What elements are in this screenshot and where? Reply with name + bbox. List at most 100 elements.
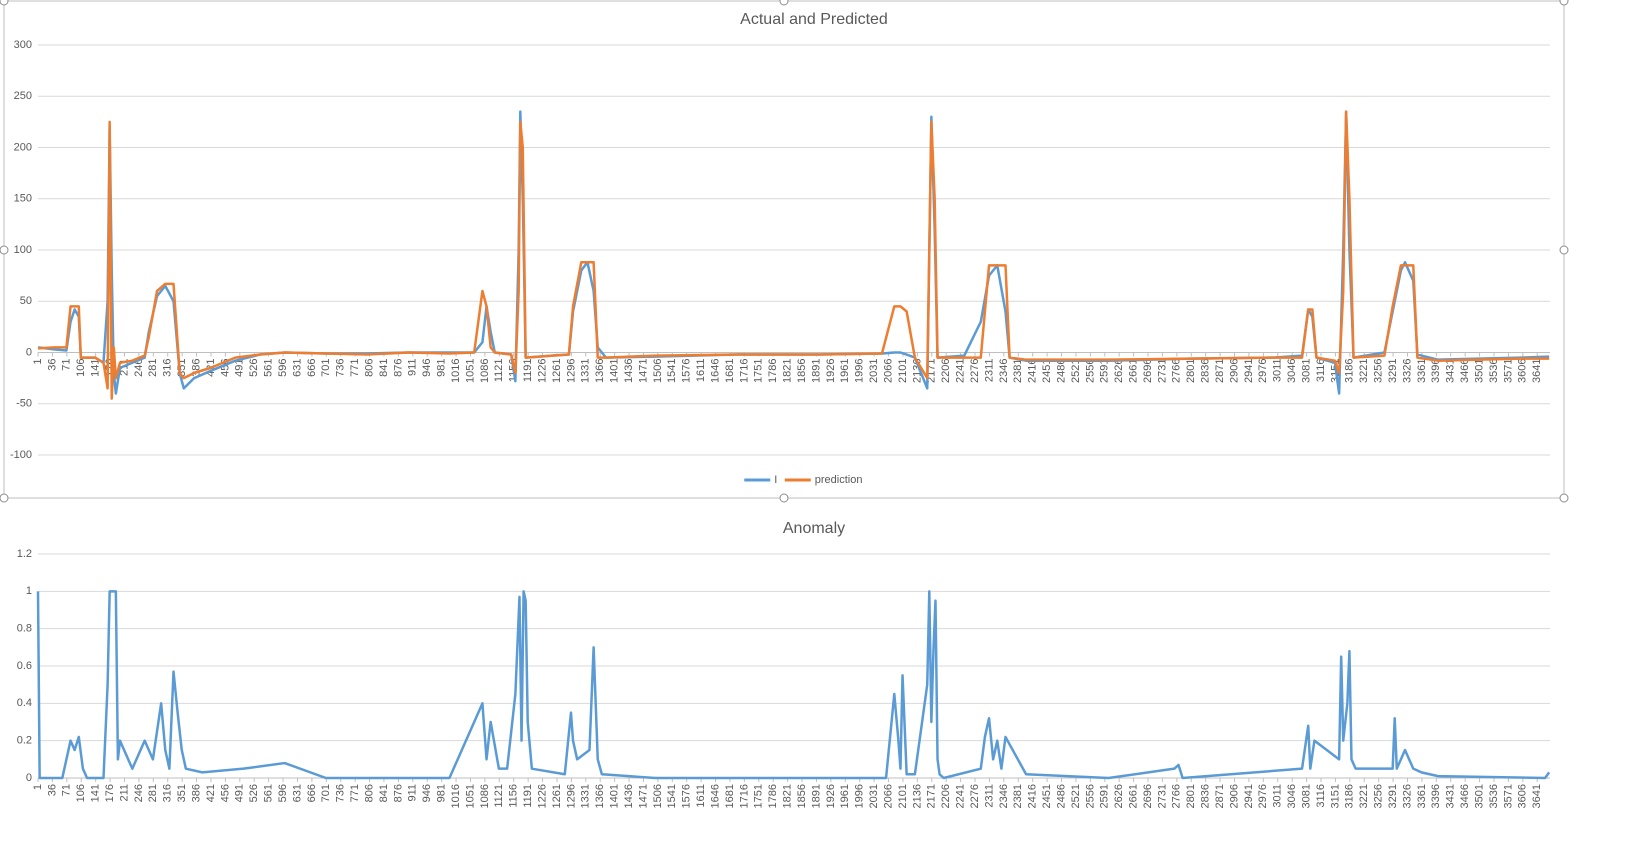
x-tick-label: 2311 bbox=[983, 784, 995, 808]
x-tick-label: 2976 bbox=[1257, 784, 1269, 808]
x-tick-label: 1681 bbox=[724, 784, 736, 808]
x-tick-label: 3641 bbox=[1531, 359, 1543, 383]
y-tick-label: 300 bbox=[14, 39, 32, 51]
x-tick-label: 2451 bbox=[1041, 784, 1053, 808]
x-tick-label: 2206 bbox=[940, 784, 952, 808]
x-tick-label: 3431 bbox=[1445, 784, 1457, 808]
x-tick-label: 2731 bbox=[1156, 359, 1168, 383]
y-tick-label: 200 bbox=[14, 141, 32, 153]
x-tick-label: 246 bbox=[133, 784, 145, 802]
x-tick-label: 2136 bbox=[911, 784, 923, 808]
x-tick-label: 1366 bbox=[594, 784, 606, 808]
x-tick-label: 806 bbox=[363, 784, 375, 802]
y-tick-label: 1.2 bbox=[17, 548, 32, 560]
x-tick-label: 71 bbox=[61, 359, 73, 371]
x-tick-label: 2906 bbox=[1228, 359, 1240, 383]
x-tick-label: 1751 bbox=[753, 359, 765, 383]
x-tick-label: 736 bbox=[335, 359, 347, 377]
x-tick-label: 1 bbox=[32, 359, 44, 365]
legend-label: I bbox=[774, 474, 777, 486]
x-tick-label: 1786 bbox=[767, 784, 779, 808]
x-tick-label: 1926 bbox=[825, 359, 837, 383]
x-tick-label: 1121 bbox=[493, 359, 505, 383]
x-tick-label: 1646 bbox=[709, 359, 721, 383]
x-tick-label: 316 bbox=[162, 784, 174, 802]
x-tick-label: 2066 bbox=[882, 359, 894, 383]
legend-label: prediction bbox=[815, 474, 863, 486]
x-tick-label: 3011 bbox=[1272, 784, 1284, 808]
x-tick-label: 3221 bbox=[1358, 784, 1370, 808]
x-tick-label: 211 bbox=[118, 784, 130, 802]
x-tick-label: 666 bbox=[306, 359, 318, 377]
x-tick-label: 1191 bbox=[522, 784, 534, 808]
y-tick-label: 1 bbox=[26, 585, 32, 597]
x-tick-label: 316 bbox=[162, 359, 174, 377]
x-tick-label: 3081 bbox=[1300, 784, 1312, 808]
x-tick-label: 2521 bbox=[1070, 359, 1082, 383]
x-tick-label: 1891 bbox=[810, 784, 822, 808]
x-tick-label: 2101 bbox=[897, 359, 909, 383]
x-tick-label: 2871 bbox=[1214, 359, 1226, 383]
x-tick-label: 3186 bbox=[1344, 784, 1356, 808]
x-tick-label: 2171 bbox=[926, 784, 938, 808]
y-tick-label: 250 bbox=[14, 90, 32, 102]
x-tick-label: 1506 bbox=[652, 359, 664, 383]
x-tick-label: 2906 bbox=[1228, 784, 1240, 808]
y-tick-label: 100 bbox=[14, 244, 32, 256]
x-tick-label: 2801 bbox=[1185, 784, 1197, 808]
x-tick-label: 3116 bbox=[1315, 784, 1327, 808]
handle bbox=[1559, 493, 1569, 503]
handle bbox=[779, 0, 789, 6]
x-tick-label: 1366 bbox=[594, 359, 606, 383]
x-tick-label: 351 bbox=[176, 784, 188, 802]
x-tick-label: 1086 bbox=[479, 359, 491, 383]
x-tick-label: 2766 bbox=[1171, 784, 1183, 808]
y-tick-label: -50 bbox=[16, 398, 32, 410]
x-tick-label: 946 bbox=[421, 359, 433, 377]
x-tick-label: 1996 bbox=[854, 784, 866, 808]
handle bbox=[0, 493, 9, 503]
x-tick-label: 526 bbox=[248, 359, 260, 377]
x-tick-label: 3011 bbox=[1272, 359, 1284, 383]
x-tick-label: 2276 bbox=[969, 359, 981, 383]
x-tick-label: 3326 bbox=[1401, 359, 1413, 383]
x-tick-label: 1261 bbox=[551, 784, 563, 808]
x-tick-label: 3046 bbox=[1286, 784, 1298, 808]
x-tick-label: 911 bbox=[407, 359, 419, 377]
series-line bbox=[37, 110, 1550, 400]
x-tick-label: 1926 bbox=[825, 784, 837, 808]
x-tick-label: 701 bbox=[320, 359, 332, 377]
x-tick-label: 1051 bbox=[464, 784, 476, 808]
x-tick-label: 106 bbox=[75, 359, 87, 377]
x-tick-label: 3361 bbox=[1416, 784, 1428, 808]
x-tick-label: 2976 bbox=[1257, 359, 1269, 383]
x-tick-label: 771 bbox=[349, 784, 361, 802]
x-tick-label: 701 bbox=[320, 784, 332, 802]
x-tick-label: 3536 bbox=[1488, 784, 1500, 808]
x-tick-label: 1401 bbox=[609, 784, 621, 808]
x-tick-label: 1856 bbox=[796, 359, 808, 383]
x-tick-label: 3641 bbox=[1531, 784, 1543, 808]
x-tick-label: 2871 bbox=[1214, 784, 1226, 808]
x-tick-label: 1226 bbox=[536, 359, 548, 383]
x-tick-label: 71 bbox=[61, 784, 73, 796]
x-tick-label: 2626 bbox=[1113, 359, 1125, 383]
x-tick-label: 981 bbox=[436, 359, 448, 377]
x-tick-label: 2416 bbox=[1027, 359, 1039, 383]
x-tick-label: 1 bbox=[32, 784, 44, 790]
x-tick-label: 1436 bbox=[623, 359, 635, 383]
x-tick-label: 2346 bbox=[998, 359, 1010, 383]
handle bbox=[779, 493, 789, 503]
x-tick-label: 2556 bbox=[1084, 784, 1096, 808]
x-tick-label: 3046 bbox=[1286, 359, 1298, 383]
x-tick-label: 806 bbox=[363, 359, 375, 377]
x-tick-label: 2066 bbox=[882, 784, 894, 808]
handle bbox=[1559, 0, 1569, 6]
x-tick-label: 456 bbox=[219, 784, 231, 802]
x-tick-label: 2276 bbox=[969, 784, 981, 808]
x-tick-label: 2801 bbox=[1185, 359, 1197, 383]
x-tick-label: 876 bbox=[392, 359, 404, 377]
x-tick-label: 3501 bbox=[1473, 784, 1485, 808]
x-tick-label: 1576 bbox=[681, 784, 693, 808]
